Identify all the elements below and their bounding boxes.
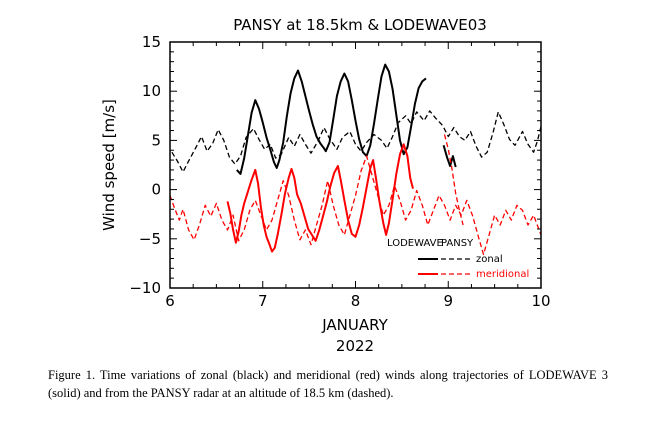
y-tick-label: 15	[142, 33, 161, 51]
legend: LODEWAVE PANSY zonal meridional	[387, 238, 529, 280]
axis-ticks	[169, 41, 542, 289]
x-axis-label: JANUARY	[321, 316, 388, 334]
series-lodewave-zonal-1	[442, 145, 457, 168]
x-tick-label: 6	[165, 292, 175, 310]
y-tick-label: 5	[151, 131, 161, 149]
y-tick-label: 0	[151, 181, 161, 199]
series-pansy-meridional-5	[443, 134, 464, 226]
y-tick-label: 10	[142, 82, 161, 100]
legend-header-pansy: PANSY	[441, 238, 474, 249]
x-tick-label: 9	[443, 292, 453, 310]
series-lodewave-meridional-3	[226, 143, 414, 253]
y-axis-label: Wind speed [m/s]	[100, 99, 118, 231]
x-axis-label-year: 2022	[336, 337, 374, 355]
legend-meridional-label: meridional	[476, 269, 529, 280]
series-lodewave-zonal-0	[236, 63, 427, 175]
plot-frame	[169, 41, 542, 289]
legend-header-lodewave: LODEWAVE	[387, 238, 443, 249]
chart-title: PANSY at 18.5km & LODEWAVE03	[233, 16, 487, 34]
y-tick-label: −5	[139, 230, 161, 248]
x-tick-label: 8	[351, 292, 361, 310]
series-pansy-zonal-2	[171, 110, 542, 173]
series-pansy-meridional-4	[169, 155, 542, 256]
figure-caption: Figure 1. Time variations of zonal (blac…	[48, 368, 608, 400]
plot-series	[169, 63, 542, 256]
x-tick-label: 7	[258, 292, 268, 310]
axis-tick-labels: 6 7 8 9 10 15 10 5 0 −5 −10	[129, 33, 550, 310]
legend-zonal-label: zonal	[476, 254, 503, 265]
x-tick-label: 10	[531, 292, 550, 310]
y-tick-label: −10	[129, 279, 161, 297]
chart-figure: PANSY at 18.5km & LODEWAVE03 6 7 8 9 10 15 10 5…	[100, 16, 551, 355]
